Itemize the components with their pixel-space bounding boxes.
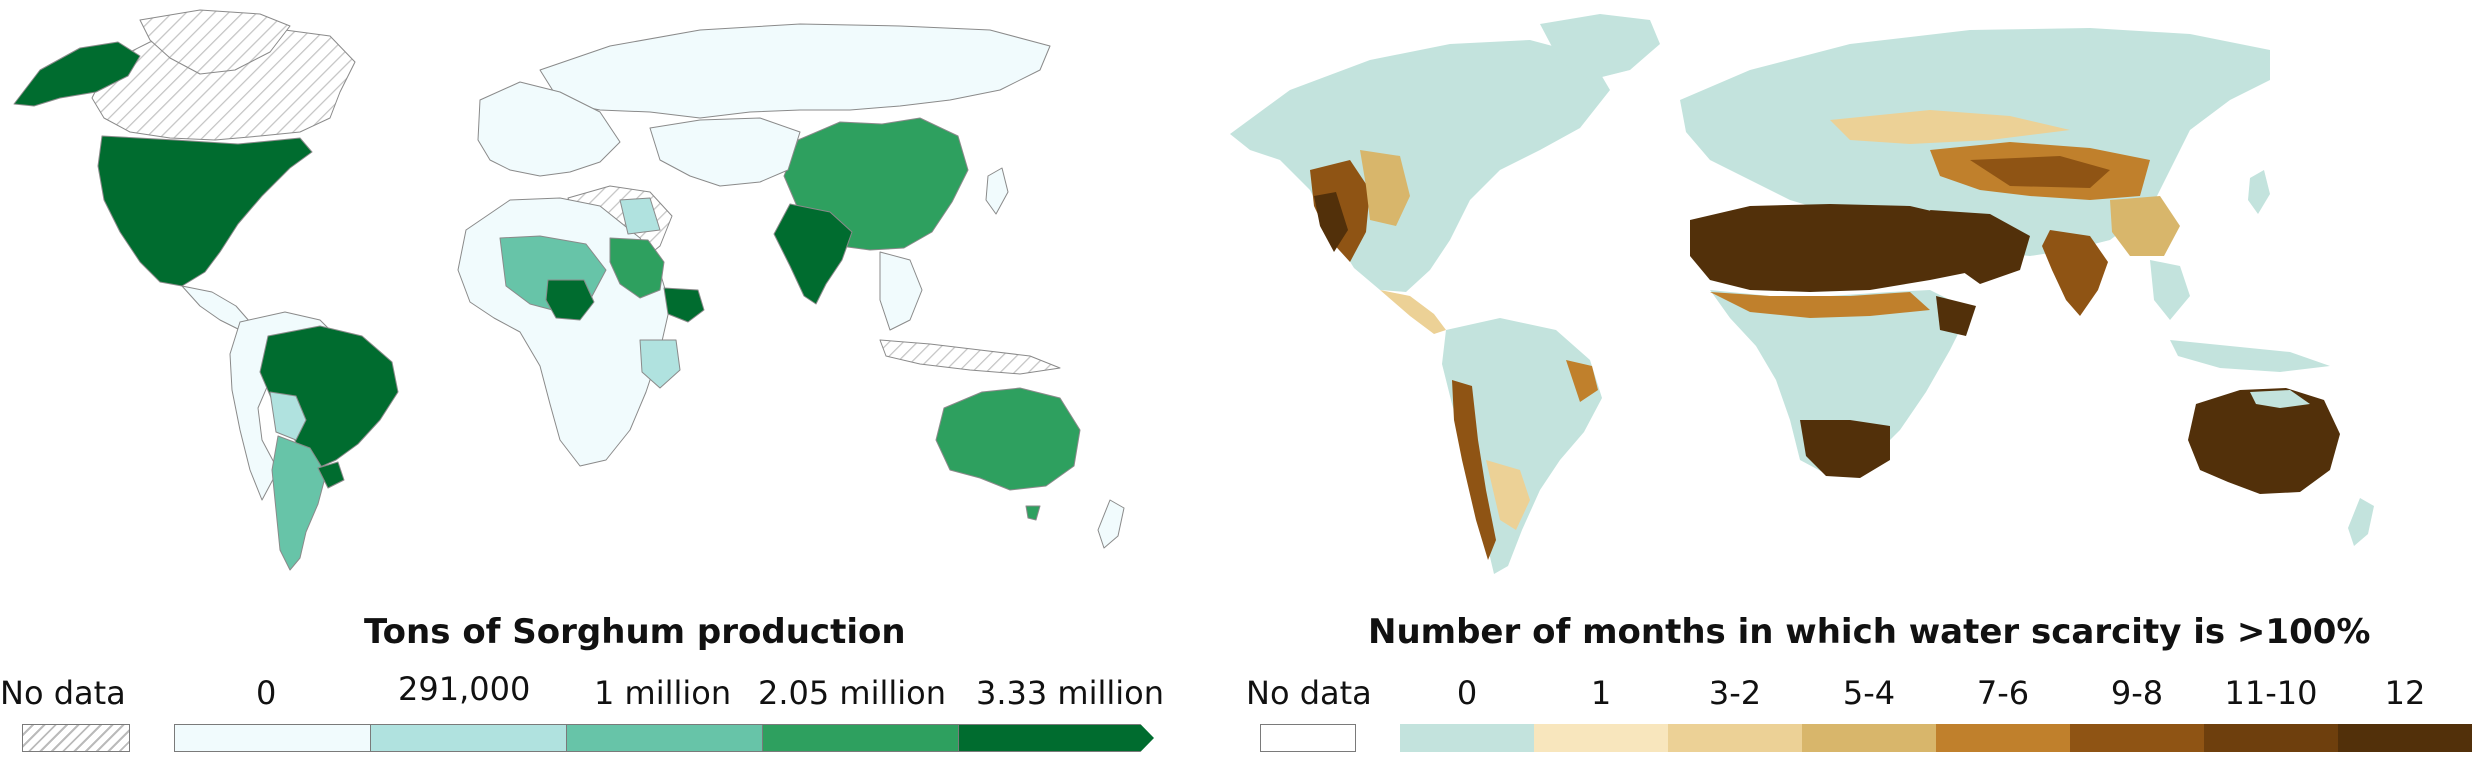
region-tasmania <box>1025 505 1041 521</box>
water-scarcity-world-map <box>1230 14 2374 574</box>
region-india <box>773 203 853 305</box>
wsr-sahel <box>1710 292 1930 318</box>
region-greenland <box>139 9 291 75</box>
left-no-data-swatch <box>22 724 130 752</box>
wsr-greenland <box>1540 14 1660 80</box>
region-argentina <box>271 435 327 571</box>
right-color-swatch-3 <box>1802 724 1936 752</box>
wsr-argentina <box>1486 460 1530 530</box>
left-bin-label-3: 2.05 million <box>758 674 947 712</box>
right-bin-label-4: 7-6 <box>1976 674 2030 712</box>
wsr-japan <box>2248 170 2270 214</box>
right-color-swatch-5 <box>2070 724 2204 752</box>
left-legend-title: Tons of Sorghum production <box>364 612 906 652</box>
region-bolivia <box>269 391 307 441</box>
sorghum-world-map <box>13 9 1125 571</box>
region-north-africa <box>619 197 661 235</box>
region-ethiopia <box>663 287 705 323</box>
right-color-swatch-4 <box>1936 724 2070 752</box>
region-africa <box>457 197 671 467</box>
region-indonesia <box>879 339 1061 375</box>
left-bin-label-1: 291,000 <box>398 670 531 708</box>
right-color-swatch-0 <box>1400 724 1534 752</box>
region-usa <box>97 135 313 287</box>
right-bin-label-6: 11-10 <box>2224 674 2318 712</box>
wsr-central-america <box>1380 290 1446 334</box>
right-legend-title: Number of months in which water scarcity… <box>1368 612 2371 652</box>
wsr-us-plains <box>1360 150 1410 226</box>
left-color-swatch-4 <box>958 724 1154 752</box>
wsr-brazil-ne <box>1566 360 1598 402</box>
left-color-swatch-3 <box>762 724 958 752</box>
region-alaska <box>13 41 141 107</box>
region-new-zealand <box>1097 499 1125 549</box>
right-bin-label-1: 1 <box>1590 674 1612 712</box>
right-color-swatch-7 <box>2338 724 2472 752</box>
wsr-steppe <box>1830 110 2070 144</box>
wsr-new-zealand <box>2348 498 2374 546</box>
region-nigeria <box>545 279 595 321</box>
left-color-swatch-2 <box>566 724 762 752</box>
right-color-swatch-1 <box>1534 724 1668 752</box>
wsr-india <box>2042 230 2108 316</box>
wsr-north-america <box>1230 40 1610 292</box>
right-no-data-label: No data <box>1246 674 1372 712</box>
right-bin-label-3: 5-4 <box>1842 674 1896 712</box>
left-bin-label-2: 1 million <box>594 674 732 712</box>
region-europe <box>477 81 621 177</box>
wsr-us-west-core <box>1314 192 1348 252</box>
right-bin-label-0: 0 <box>1456 674 1478 712</box>
right-bin-label-2: 3-2 <box>1708 674 1762 712</box>
region-japan <box>985 167 1009 215</box>
right-no-data-swatch <box>1260 724 1356 752</box>
wsr-australia-north <box>2250 390 2310 408</box>
left-bin-label-0: 0 <box>256 674 277 712</box>
region-uruguay <box>317 461 345 489</box>
region-central-asia <box>649 117 801 187</box>
right-bin-label-5: 9-8 <box>2110 674 2164 712</box>
region-russia <box>539 23 1051 119</box>
water-scarcity-map-panel: Number of months in which water scarcity… <box>1210 0 2472 758</box>
left-color-swatch-0 <box>174 724 370 752</box>
right-color-swatch-6 <box>2204 724 2338 752</box>
region-sudan <box>609 237 665 299</box>
left-color-swatch-1 <box>370 724 566 752</box>
wsr-indonesia <box>2170 340 2330 372</box>
wsr-china-east <box>2110 196 2180 256</box>
left-no-data-label: No data <box>0 674 126 712</box>
right-color-swatch-2 <box>1668 724 1802 752</box>
wsr-arabia <box>1930 210 2030 284</box>
wsr-southeast-asia <box>2150 260 2190 320</box>
sorghum-production-map-panel: Tons of Sorghum production No data 0 291… <box>0 0 1200 758</box>
wsr-australia <box>2188 388 2340 494</box>
region-australia <box>935 387 1081 491</box>
left-bin-label-4: 3.33 million <box>976 674 1165 712</box>
right-bin-label-7: 12 <box>2384 674 2426 712</box>
wsr-africa <box>1710 290 1970 476</box>
wsr-sahara <box>1690 204 2000 292</box>
wsr-southern-africa <box>1800 420 1890 478</box>
wsr-central-asia-core <box>1970 156 2110 188</box>
wsr-andes <box>1452 380 1496 560</box>
region-southeast-asia <box>879 251 923 331</box>
region-tanzania <box>639 339 681 389</box>
wsr-horn-africa <box>1936 296 1976 336</box>
region-south-america-north <box>229 311 339 501</box>
